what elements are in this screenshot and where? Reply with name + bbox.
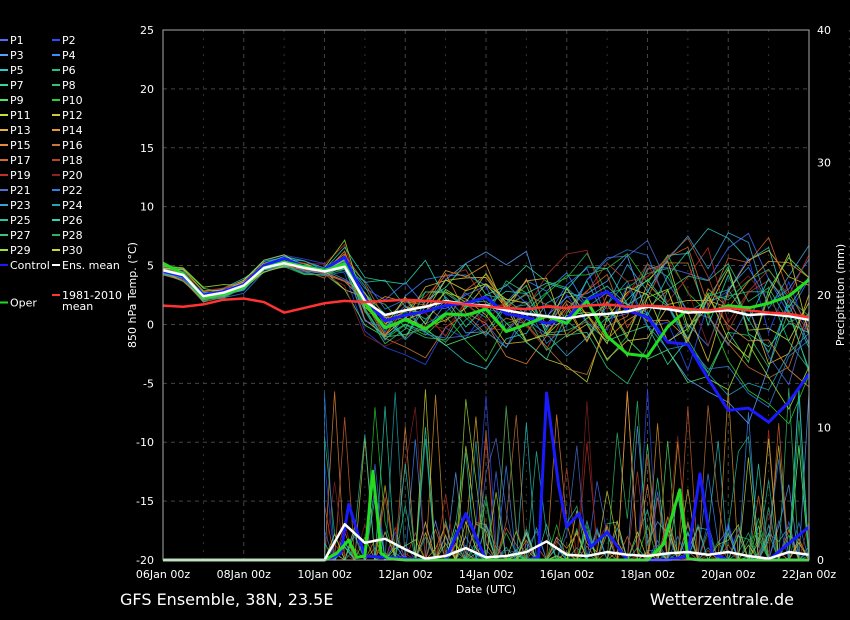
legend-label: P1: [10, 34, 24, 47]
legend-label: P9: [10, 94, 24, 107]
legend-label: P16: [62, 139, 83, 152]
y-right-tick-label: 40: [817, 24, 831, 37]
x-tick-label: 08Jan 00z: [217, 568, 271, 581]
legend-label: P29: [10, 244, 31, 257]
y-left-tick-label: -15: [136, 495, 154, 508]
legend-label: P4: [62, 49, 76, 62]
y-left-axis-label: 850 hPa Temp. (°C): [126, 242, 139, 348]
legend-label: P6: [62, 64, 76, 77]
y-left-tick-label: 0: [147, 318, 154, 331]
y-left-tick-label: 5: [147, 260, 154, 273]
y-right-tick-label: 0: [817, 554, 824, 567]
y-left-tick-label: -10: [136, 436, 154, 449]
legend-label: P11: [10, 109, 31, 122]
legend-label: Ens. mean: [62, 259, 120, 272]
y-left-tick-label: 10: [140, 201, 154, 214]
legend-label: P14: [62, 124, 83, 137]
legend-label: Control: [10, 259, 50, 272]
legend-label: P28: [62, 229, 83, 242]
legend-label: P25: [10, 214, 31, 227]
footer-model-info: GFS Ensemble, 38N, 23.5E: [120, 590, 333, 609]
legend-label: 1981-2010 mean: [62, 289, 122, 313]
legend-label: Oper: [10, 297, 37, 310]
x-axis-ticks: 06Jan 00z 08Jan 00z 10Jan 00z 12Jan 00z 14Ja…: [136, 568, 836, 581]
legend-label: P26: [62, 214, 83, 227]
y-right-axis-ticks: 40 30 20 10 0: [817, 24, 831, 567]
x-tick-label: 06Jan 00z: [136, 568, 190, 581]
legend: P1 P2 P3 P4 P5 P6 P7 P8 P9 P10 P11 P12 P13 P14 P15 P16 P…: [0, 34, 122, 313]
x-tick-label: 16Jan 00z: [540, 568, 594, 581]
legend-label: P22: [62, 184, 83, 197]
series-line-control: [162, 255, 811, 424]
y-left-tick-label: 15: [140, 142, 154, 155]
y-right-tick-label: 20: [817, 289, 831, 302]
legend-label: P21: [10, 184, 31, 197]
y-left-tick-label: -20: [136, 554, 154, 567]
x-tick-label: 20Jan 00z: [701, 568, 755, 581]
y-right-tick-label: 30: [817, 157, 831, 170]
y-right-tick-label: 10: [817, 422, 831, 435]
legend-label: P2: [62, 34, 76, 47]
x-tick-label: 10Jan 00z: [297, 568, 351, 581]
ensemble-member-line: [162, 250, 810, 425]
y-left-tick-label: 20: [140, 83, 154, 96]
series-line-1981-2010-mean: [162, 297, 810, 319]
x-tick-label: 18Jan 00z: [620, 568, 674, 581]
series-line-ens-mean-precipitation: [163, 522, 810, 562]
legend-label: P7: [10, 79, 24, 92]
y-right-axis-label: Precipitation (mm): [834, 244, 847, 346]
legend-label: P24: [62, 199, 83, 212]
legend-label: P20: [62, 169, 83, 182]
x-tick-label: 22Jan 00z: [782, 568, 836, 581]
legend-label: P13: [10, 124, 31, 137]
legend-label: P23: [10, 199, 31, 212]
chart-title: Athens (GR) 850 hPa Temp. & Precipitatio…: [148, 2, 722, 22]
x-axis-label: Date (UTC): [456, 583, 516, 596]
x-tick-label: 12Jan 00z: [378, 568, 432, 581]
legend-label: P5: [10, 64, 24, 77]
legend-label: P27: [10, 229, 31, 242]
x-tick-label: 14Jan 00z: [459, 568, 513, 581]
legend-label: P10: [62, 94, 83, 107]
y-left-axis-ticks: 25 20 15 10 5 0 -5 -10 -15 -20: [136, 24, 154, 567]
plot-frame: [162, 29, 810, 561]
y-left-tick-label: 25: [140, 24, 154, 37]
legend-label: P19: [10, 169, 31, 182]
legend-label: P30: [62, 244, 83, 257]
legend-label: P17: [10, 154, 31, 167]
legend-label: P8: [62, 79, 76, 92]
y-left-tick-label: -5: [143, 377, 154, 390]
footer-source: Wetterzentrale.de: [650, 590, 794, 609]
legend-label: P18: [62, 154, 83, 167]
legend-label: P3: [10, 49, 24, 62]
legend-label: P12: [62, 109, 83, 122]
legend-label: P15: [10, 139, 31, 152]
